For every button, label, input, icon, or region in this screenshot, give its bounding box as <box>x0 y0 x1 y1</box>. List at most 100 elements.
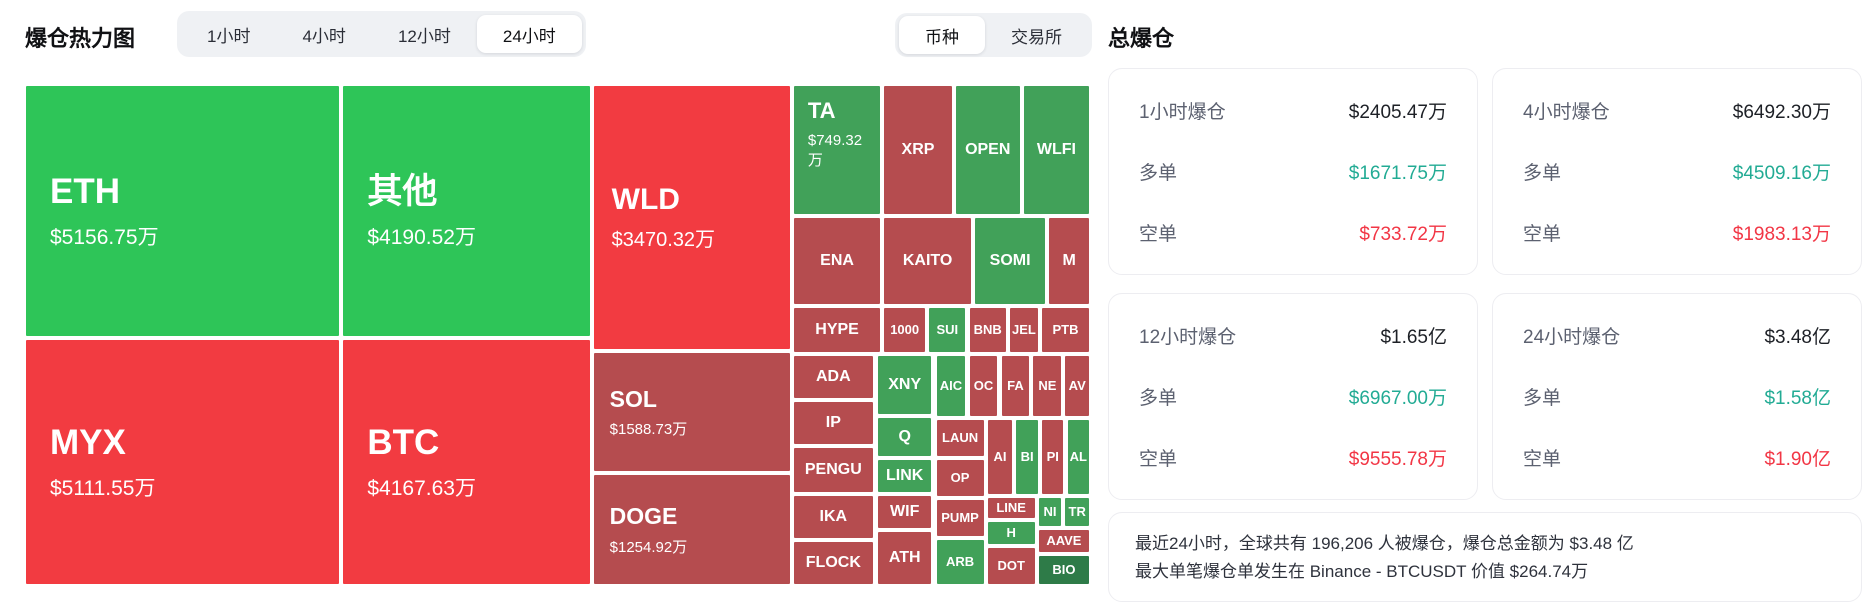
treemap-cell-TA[interactable]: TA $749.32万 <box>792 85 882 215</box>
treemap-cell-IKA[interactable]: IKA <box>792 495 874 539</box>
view-toggle-option-0[interactable]: 币种 <box>899 16 985 54</box>
treemap-cell-PI[interactable]: PI <box>1041 419 1065 495</box>
cell-symbol: AV <box>1068 377 1086 393</box>
treemap-cell-NE[interactable]: NE <box>1032 355 1063 417</box>
treemap-cell-PUMP[interactable]: PUMP <box>935 499 985 537</box>
treemap-cell-LINK[interactable]: LINK <box>877 459 933 493</box>
treemap-cell-SOL[interactable]: SOL $1588.73万 <box>592 352 791 472</box>
treemap-cell-AL[interactable]: AL <box>1066 419 1090 495</box>
time-tab-3[interactable]: 24小时 <box>476 15 582 53</box>
treemap-cell-KAITO[interactable]: KAITO <box>883 217 972 305</box>
treemap-cell-DOGE[interactable]: DOGE $1254.92万 <box>592 474 791 585</box>
long-value: $6967.00万 <box>1348 388 1447 409</box>
cell-value: $1254.92万 <box>609 538 688 556</box>
treemap-cell-SOMI[interactable]: SOMI <box>973 217 1047 305</box>
cell-symbol: IP <box>825 413 841 431</box>
treemap-cell-WIF[interactable]: WIF <box>877 495 933 529</box>
long-value: $1.58亿 <box>1764 388 1831 409</box>
long-label: 多单 <box>1139 163 1178 184</box>
treemap-cell-ARB[interactable]: ARB <box>935 539 985 585</box>
card-long-row: 多单 $1.58亿 <box>1523 383 1831 410</box>
time-tab-0[interactable]: 1小时 <box>181 15 276 53</box>
treemap-cell-OC[interactable]: OC <box>968 355 999 417</box>
treemap-cell-HYPE[interactable]: HYPE <box>792 307 882 353</box>
cell-symbol: BNB <box>973 321 1002 337</box>
treemap-cell-XRP[interactable]: XRP <box>883 85 953 215</box>
short-label: 空单 <box>1139 449 1178 470</box>
cell-symbol: SUI <box>936 321 959 337</box>
total-value: $3.48亿 <box>1764 327 1831 348</box>
view-toggle-option-1[interactable]: 交易所 <box>985 16 1088 54</box>
cell-symbol: OP <box>950 469 970 485</box>
treemap-cell-SUI[interactable]: SUI <box>928 307 967 353</box>
long-label: 多单 <box>1523 388 1562 409</box>
cell-symbol: OPEN <box>965 140 1011 158</box>
treemap-cell-PENGU[interactable]: PENGU <box>792 447 874 493</box>
treemap-cell-IP[interactable]: IP <box>792 401 874 445</box>
treemap-cell-H[interactable]: H <box>986 521 1036 545</box>
cell-symbol: WLFI <box>1036 140 1076 158</box>
cell-symbol: ADA <box>815 367 851 385</box>
treemap-cell-WLD[interactable]: WLD $3470.32万 <box>592 85 791 350</box>
treemap-cell-OP[interactable]: OP <box>935 459 985 497</box>
cell-value: $4190.52万 <box>367 226 476 250</box>
cell-symbol: OC <box>973 377 994 393</box>
time-tab-1[interactable]: 4小时 <box>276 15 371 53</box>
long-value: $1671.75万 <box>1348 163 1447 184</box>
treemap-cell-BIO[interactable]: BIO <box>1037 555 1090 585</box>
cell-symbol: SOMI <box>989 251 1031 269</box>
cell-symbol: PENGU <box>804 460 862 478</box>
treemap-cell-ADA[interactable]: ADA <box>792 355 874 399</box>
liquidation-treemap: ETH $5156.75万 其他 $4190.52万 MYX $5111.55万 BTC $4… <box>25 85 1090 585</box>
treemap-cell-ETH[interactable]: ETH $5156.75万 <box>25 85 341 337</box>
total-value: $2405.47万 <box>1348 102 1447 123</box>
treemap-cell-NI[interactable]: NI <box>1037 497 1063 527</box>
treemap-cell-WLFI[interactable]: WLFI <box>1022 85 1090 215</box>
treemap-cell-LAUN[interactable]: LAUN <box>935 419 985 457</box>
time-tab-2[interactable]: 12小时 <box>372 15 477 53</box>
cell-symbol: AIC <box>939 377 963 393</box>
treemap-cell-1000[interactable]: 1000 <box>883 307 926 353</box>
treemap-cell-AAVE[interactable]: AAVE <box>1037 529 1090 553</box>
cell-symbol: AAVE <box>1046 532 1082 548</box>
total-value: $1.65亿 <box>1380 327 1447 348</box>
cell-symbol: ETH <box>50 171 120 211</box>
treemap-cell-ENA[interactable]: ENA <box>792 217 882 305</box>
card-total-row: 24小时爆仓 $3.48亿 <box>1523 322 1831 349</box>
card-long-row: 多单 $1671.75万 <box>1139 158 1447 185</box>
cell-symbol: ARB <box>945 553 975 569</box>
treemap-cell-FA[interactable]: FA <box>1000 355 1031 417</box>
short-label: 空单 <box>1523 224 1562 245</box>
treemap-cell-ATH[interactable]: ATH <box>877 531 933 585</box>
treemap-cell-XNY[interactable]: XNY <box>877 355 933 415</box>
treemap-cell-LINE[interactable]: LINE <box>986 497 1036 519</box>
treemap-cell-JEL[interactable]: JEL <box>1009 307 1039 353</box>
treemap-cell-其他[interactable]: 其他 $4190.52万 <box>342 85 591 337</box>
total-liquidation-title: 总爆仓 <box>1108 26 1175 51</box>
short-label: 空单 <box>1523 449 1562 470</box>
card-12h-liquidation: 12小时爆仓 $1.65亿 多单 $6967.00万 空单 $9555.78万 <box>1108 293 1478 500</box>
cell-symbol: NI <box>1043 503 1057 519</box>
treemap-cell-AV[interactable]: AV <box>1064 355 1090 417</box>
cell-value: $5156.75万 <box>50 226 159 250</box>
treemap-cell-M[interactable]: M <box>1048 217 1090 305</box>
treemap-cell-MYX[interactable]: MYX $5111.55万 <box>25 339 341 585</box>
treemap-cell-AI[interactable]: AI <box>986 419 1014 495</box>
treemap-cell-TR[interactable]: TR <box>1064 497 1090 527</box>
treemap-cell-AIC[interactable]: AIC <box>935 355 967 417</box>
card-title: 1小时爆仓 <box>1139 102 1226 123</box>
cell-symbol: BTC <box>367 422 440 462</box>
treemap-cell-OPEN[interactable]: OPEN <box>954 85 1021 215</box>
treemap-cell-Q[interactable]: Q <box>877 417 933 457</box>
treemap-cell-PTB[interactable]: PTB <box>1041 307 1090 353</box>
cell-symbol: DOT <box>997 557 1025 573</box>
card-total-row: 1小时爆仓 $2405.47万 <box>1139 97 1447 124</box>
treemap-cell-DOT[interactable]: DOT <box>986 547 1036 585</box>
treemap-cell-BNB[interactable]: BNB <box>968 307 1007 353</box>
card-title: 12小时爆仓 <box>1139 327 1237 348</box>
cell-symbol: JEL <box>1012 321 1036 337</box>
treemap-cell-BTC[interactable]: BTC $4167.63万 <box>342 339 591 585</box>
treemap-cell-BI[interactable]: BI <box>1015 419 1039 495</box>
cell-symbol: LAUN <box>942 429 979 445</box>
treemap-cell-FLOCK[interactable]: FLOCK <box>792 541 874 585</box>
